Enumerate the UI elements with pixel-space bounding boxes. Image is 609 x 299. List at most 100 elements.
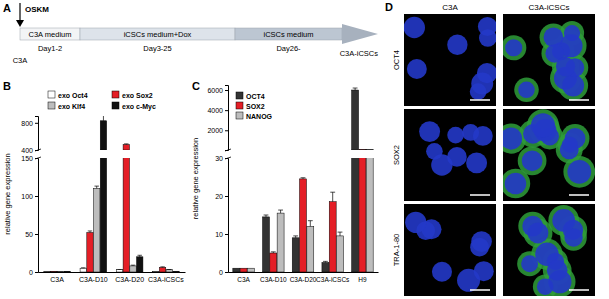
image-background <box>404 109 496 201</box>
error-bar <box>94 186 98 188</box>
tick-mark <box>225 110 228 111</box>
treatment-label: OSKM <box>25 5 49 14</box>
axis-line <box>35 117 39 151</box>
tick-mark <box>225 90 228 91</box>
nucleus <box>471 73 493 95</box>
bar <box>159 267 165 272</box>
legend-entry: exo c-Myc <box>122 103 156 111</box>
nucleus <box>503 127 522 149</box>
x-axis: C3AC3A-D10C3A-D20C3A-iCSCs <box>39 272 186 283</box>
bar <box>116 270 122 272</box>
timeline-segment <box>20 28 80 40</box>
scale-bar <box>569 99 589 101</box>
tick-label: 0 <box>219 269 223 276</box>
bar <box>329 202 336 272</box>
bar <box>366 158 373 272</box>
plot-area <box>352 88 374 150</box>
nucleus <box>478 17 496 36</box>
tick-label: 800 <box>21 120 33 127</box>
y-axis: 0 10 20 30 <box>215 155 228 276</box>
tick-mark <box>225 196 228 197</box>
column-label: C3A-iCSCs <box>529 3 570 12</box>
error-bar <box>101 116 105 121</box>
nucleus <box>567 160 591 184</box>
axis-line <box>225 86 229 151</box>
y-axis: 400800 <box>21 117 38 154</box>
row-label: SOX2 <box>392 145 401 165</box>
tick: 6000 <box>207 87 228 94</box>
legend: exo Oct4exo Sox2exo Klf4exo c-Myc <box>48 91 156 111</box>
tick: 20 <box>215 193 228 200</box>
stain <box>503 35 526 60</box>
tick: C3A-D20 <box>115 272 144 283</box>
legend-swatch <box>236 102 243 109</box>
nucleus <box>407 59 427 79</box>
micrograph <box>503 14 595 106</box>
error-bar <box>278 210 283 213</box>
nucleus <box>473 126 493 146</box>
nucleus <box>419 121 440 142</box>
tick: 150 <box>21 155 38 162</box>
day-label: Day26- <box>276 44 301 53</box>
chart-panel: Brelative gene expression050100150400800… <box>3 0 186 283</box>
tick-mark <box>35 123 38 124</box>
bar <box>153 271 159 272</box>
tick-label: 50 <box>25 231 33 238</box>
panel-a: AOSKMC3A mediumDay1-2iCSCs medium+DoxDay… <box>3 2 378 65</box>
tick-label: 100 <box>21 193 33 200</box>
scale-bar <box>569 289 589 291</box>
chart-panel: Crelative gene expression010203020004000… <box>191 0 379 283</box>
axis-line <box>35 159 39 273</box>
tick-label: 10 <box>215 231 223 238</box>
nucleus <box>521 255 538 272</box>
nucleus <box>431 154 452 175</box>
tick: C3A-D10 <box>79 272 108 283</box>
tick-label: C3A <box>237 276 250 283</box>
tick-label: C3A-D10 <box>79 276 108 283</box>
tick: 4000 <box>207 107 228 114</box>
legend-entry: NANOG <box>246 113 273 120</box>
error-bar <box>330 192 335 202</box>
micrograph <box>404 109 496 201</box>
nucleus <box>447 127 464 144</box>
axis-title: relative gene expression <box>191 138 200 219</box>
error-bar <box>131 265 135 267</box>
axis-line <box>225 159 229 273</box>
legend-swatch <box>48 91 55 98</box>
bar <box>57 271 63 272</box>
nucleus <box>405 212 426 233</box>
bar <box>292 238 299 272</box>
panel-letter: D <box>385 1 393 13</box>
bar <box>263 217 270 272</box>
legend-entry: SOX2 <box>246 103 265 110</box>
tick-label: C3A-D10 <box>260 276 287 283</box>
nucleus <box>470 238 489 257</box>
tick-label: 30 <box>215 155 223 162</box>
y-axis: 200040006000 <box>207 86 228 151</box>
bar <box>173 271 179 272</box>
figure: AOSKMC3A mediumDay1-2iCSCs medium+DoxDay… <box>0 0 609 299</box>
error-bar <box>264 215 269 217</box>
nucleus <box>404 17 425 38</box>
tick-mark <box>225 234 228 235</box>
tick-label: 150 <box>21 155 33 162</box>
tick-mark <box>35 196 38 197</box>
nucleus <box>432 262 452 282</box>
image-background <box>503 14 595 106</box>
nucleus <box>505 39 522 56</box>
tick-label: 20 <box>215 193 223 200</box>
bar <box>123 158 129 272</box>
error-bar <box>124 143 128 145</box>
error-bar <box>308 221 313 227</box>
nucleus <box>547 260 568 281</box>
bar <box>300 179 307 272</box>
bar <box>247 268 254 272</box>
tick: C3A-iCSCs <box>148 272 184 283</box>
nucleus <box>537 278 554 295</box>
nucleus <box>466 152 487 173</box>
end-label: C3A-iCSCs <box>340 49 379 58</box>
panel-letter: B <box>3 80 11 92</box>
legend-swatch <box>112 102 119 109</box>
nucleus <box>552 209 575 232</box>
tick: 100 <box>21 193 38 200</box>
